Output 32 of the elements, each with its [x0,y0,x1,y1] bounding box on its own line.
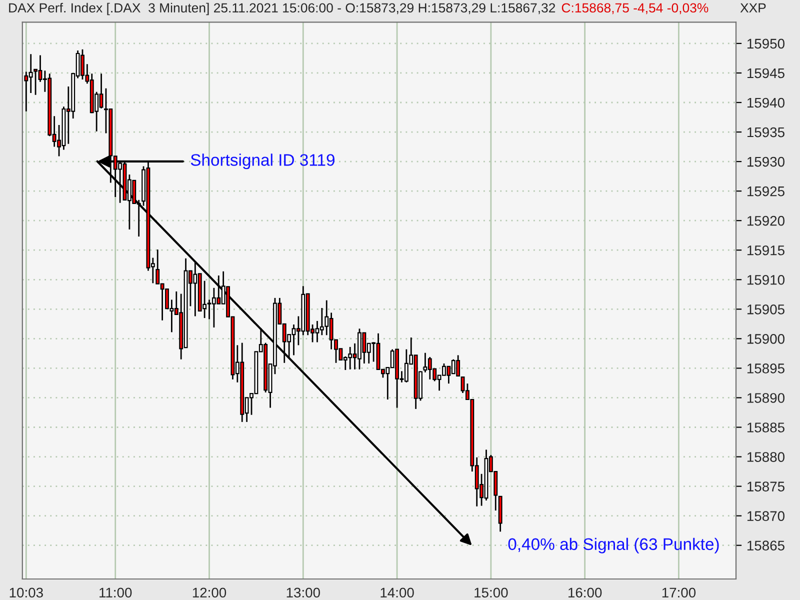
chart-title: DAX Perf. Index [.DAX 3 Minuten] 25.11.2021 15:06:00 - O:15873,29 H:15873,29 L:15867,32 [9,2,556,16]
y-tick-label: 15890 [747,393,784,403]
x-tick-label: 13:00 [286,588,320,598]
y-tick-label: 15925 [747,186,784,196]
y-tick-label: 15930 [747,156,784,167]
x-tick-label: 15:00 [474,588,508,598]
x-tick-label: 16:00 [568,588,602,598]
y-tick-label: 15895 [747,364,784,374]
y-tick-label: 15885 [747,422,784,432]
x-tick-label: 14:00 [380,588,414,598]
candlestick [34,68,38,96]
x-tick-label: 17:00 [662,588,696,598]
y-tick-label: 15940 [747,98,784,108]
x-tick-label: 10:03 [10,588,43,598]
y-tick-label: 15945 [747,68,784,78]
y-tick-label: 15920 [747,216,784,226]
annotation: 0,40% ab Signal (63 Punkte) [508,538,719,554]
y-tick-label: 15900 [747,334,784,344]
chart-subtitle: C:15868,75 -4,54 -0,03% [562,3,708,14]
x-tick-label: 12:00 [192,588,226,598]
y-tick-label: 15950 [747,38,784,49]
y-axis-title: XXP [740,3,766,12]
y-tick-label: 15915 [747,245,784,256]
y-tick-label: 15870 [747,511,784,521]
y-tick-label: 15865 [747,540,784,551]
y-tick-label: 15910 [747,274,784,285]
y-tick-label: 15935 [747,127,784,138]
annotation: Shortsignal ID 3119 [190,154,334,170]
y-tick-label: 15880 [747,452,784,462]
y-tick-label: 15875 [747,482,784,492]
x-tick-label: 11:00 [100,588,132,598]
y-tick-label: 15905 [747,304,784,314]
